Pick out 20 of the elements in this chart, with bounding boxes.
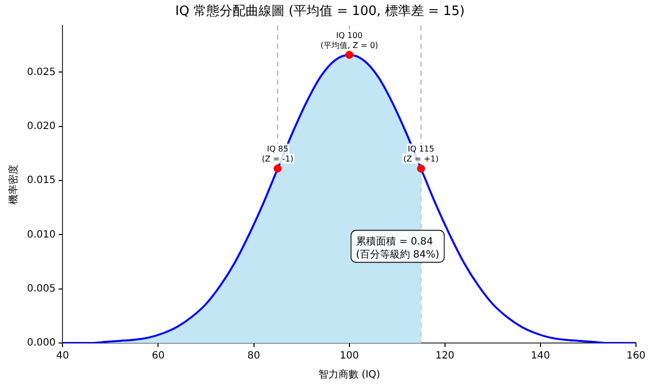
x-tick-label: 40 xyxy=(56,350,69,362)
y-tick-label: 0.005 xyxy=(26,283,56,294)
chart-title: IQ 常態分配曲線圖 (平均值 = 100, 標準差 = 15) xyxy=(175,4,465,20)
y-tick-label: 0.000 xyxy=(26,338,56,349)
x-tick-label: 120 xyxy=(435,350,454,362)
y-axis-title: 機率密度 xyxy=(8,164,20,204)
annotation: IQ 115 (Z = +1) xyxy=(403,144,439,164)
y-tick-label: 0.020 xyxy=(26,120,56,132)
x-tick-label: 80 xyxy=(247,350,260,362)
annotation: 累積面積 = 0.84 (百分等級約 84%) xyxy=(356,235,440,260)
annotation: IQ 85 (Z = -1) xyxy=(262,144,294,164)
x-tick-label: 60 xyxy=(152,350,165,362)
annotation: IQ 100 (平均值, Z = 0) xyxy=(320,30,378,50)
x-tick-label: 160 xyxy=(626,350,646,362)
x-tick-label: 140 xyxy=(530,350,550,362)
y-tick-label: 0.015 xyxy=(26,175,56,186)
x-axis-title: 智力商數 (IQ) xyxy=(318,368,380,381)
y-tick-label: 0.010 xyxy=(26,229,56,240)
x-tick-label: 100 xyxy=(340,350,359,362)
y-tick-label: 0.025 xyxy=(26,66,56,78)
